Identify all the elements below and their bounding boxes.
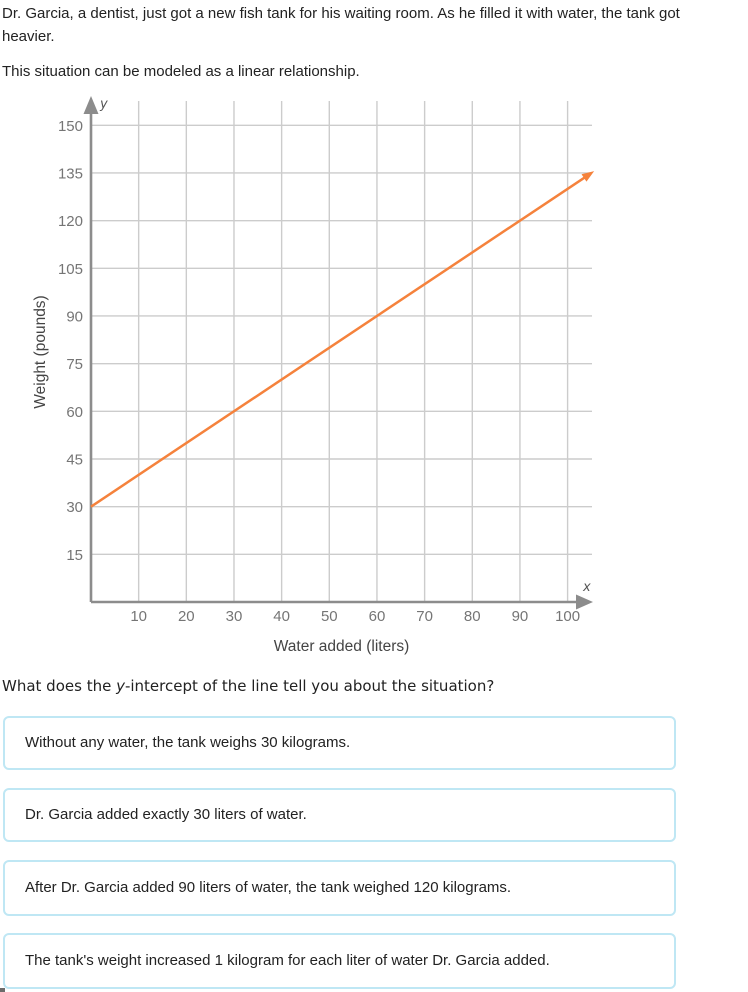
data-line-arrow	[581, 171, 595, 182]
line-chart-container: y x 10 20 30 40 50 60 70 80 90 100 15 30 45 60 75 90 105 12…	[20, 90, 645, 672]
y-axis-arrow	[83, 96, 99, 114]
cutoff-element-corner	[0, 988, 5, 992]
y-tick-label: 135	[58, 165, 83, 182]
y-axis-title: Weight (pounds)	[32, 295, 49, 408]
x-tick-label: 80	[464, 608, 481, 625]
intro-paragraph: Dr. Garcia, a dentist, just got a new fi…	[2, 5, 680, 45]
y-variable: y	[116, 677, 125, 695]
line-chart: y x 10 20 30 40 50 60 70 80 90 100 15 30 45 60 75 90 105 12…	[32, 96, 595, 655]
x-tick-label: 40	[273, 608, 290, 625]
x-tick-label: 60	[369, 608, 386, 625]
y-tick-label: 90	[66, 308, 83, 325]
answer-option-4[interactable]: The tank's weight increased 1 kilogram f…	[3, 933, 676, 989]
y-tick-label: 45	[66, 451, 83, 468]
x-tick-label: 100	[555, 608, 580, 625]
model-statement: This situation can be modeled as a linea…	[2, 63, 360, 80]
y-axis-letter: y	[99, 97, 108, 112]
answer-option-3[interactable]: After Dr. Garcia added 90 liters of wate…	[3, 860, 676, 916]
x-axis-arrow	[576, 594, 593, 610]
x-tick-label: 90	[512, 608, 529, 625]
y-tick-label: 60	[66, 404, 83, 421]
x-tick-label: 30	[226, 608, 243, 625]
x-tick-label: 50	[321, 608, 338, 625]
y-tick-label: 150	[58, 118, 83, 135]
x-tick-label: 10	[130, 608, 147, 625]
y-tick-label: 105	[58, 261, 83, 278]
answer-option-2[interactable]: Dr. Garcia added exactly 30 liters of wa…	[3, 788, 676, 842]
answer-option-1[interactable]: Without any water, the tank weighs 30 ki…	[3, 716, 676, 770]
y-tick-label: 15	[66, 547, 83, 564]
x-tick-label: 20	[178, 608, 195, 625]
question-text: What does the y-intercept of the line te…	[2, 677, 495, 695]
data-line	[90, 175, 588, 508]
x-tick-label: 70	[416, 608, 433, 625]
y-tick-label: 30	[66, 499, 83, 516]
y-tick-label: 75	[66, 356, 83, 373]
x-axis-letter: x	[582, 580, 591, 595]
y-tick-label: 120	[58, 213, 83, 230]
x-axis-title: Water added (liters)	[274, 638, 410, 655]
